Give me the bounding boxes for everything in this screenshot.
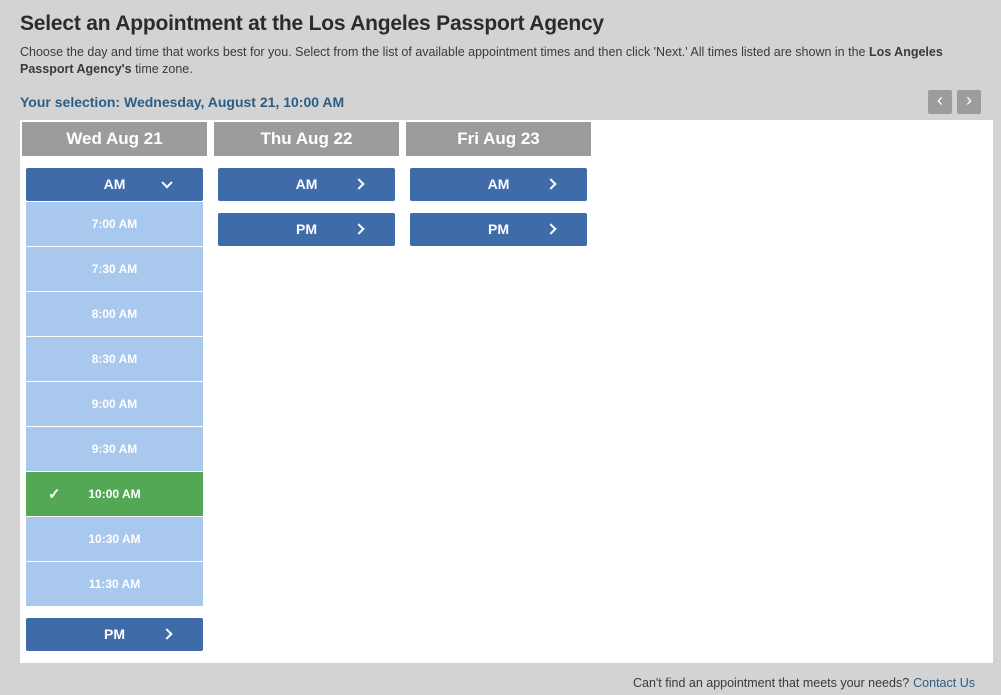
calendar-columns: Wed Aug 21 AM 7:00 AM 7:30 AM 8:00 AM 8:30 AM…	[22, 121, 993, 651]
day-header: Thu Aug 22	[214, 121, 399, 156]
check-icon: ✓	[48, 485, 61, 503]
time-label: 9:00 AM	[91, 396, 138, 411]
selection-row: Your selection: Wednesday, August 21, 10…	[20, 89, 981, 114]
time-label: 11:30 AM	[88, 576, 141, 591]
description-bold: Los Angeles Passport Agency's	[20, 45, 943, 76]
time-slot[interactable]: ✓ 10:00 AM	[26, 471, 203, 516]
pm-label: PM	[104, 626, 125, 643]
chevron-right-icon	[545, 223, 557, 235]
chevron-right-icon	[353, 223, 365, 235]
page-description: Choose the day and time that works best …	[20, 44, 978, 78]
time-slot[interactable]: 9:30 AM	[26, 426, 203, 471]
am-toggle-button[interactable]: AM	[218, 167, 395, 201]
calendar-panel: Wed Aug 21 AM 7:00 AM 7:30 AM 8:00 AM 8:30 AM…	[20, 119, 993, 663]
time-label: 10:00 AM	[88, 486, 141, 501]
description-text-2: time zone.	[131, 61, 193, 76]
day-header: Wed Aug 21	[22, 121, 207, 156]
pm-toggle-button[interactable]: PM	[26, 617, 203, 651]
time-slot-list: 7:00 AM 7:30 AM 8:00 AM 8:30 AM 9:00 AM 9:30 …	[26, 201, 203, 606]
pm-toggle-button[interactable]: PM	[410, 212, 587, 246]
time-label: 8:30 AM	[91, 351, 138, 366]
pm-toggle-button[interactable]: PM	[218, 212, 395, 246]
day-column: Wed Aug 21 AM 7:00 AM 7:30 AM 8:00 AM 8:30 AM…	[22, 121, 207, 651]
time-label: 10:30 AM	[88, 531, 141, 546]
selection-value: Wednesday, August 21, 10:00 AM	[123, 93, 345, 110]
page-header: Select an Appointment at the Los Angeles…	[0, 0, 1001, 114]
am-label: AM	[103, 176, 126, 193]
week-navigation: ‹ ›	[928, 89, 981, 114]
chevron-right-icon	[161, 628, 173, 640]
day-column: Thu Aug 22 AM PM	[214, 121, 399, 651]
previous-days-button[interactable]: ‹	[928, 89, 952, 114]
time-slot[interactable]: 10:30 AM	[26, 516, 203, 561]
chevron-left-icon: ‹	[937, 89, 943, 110]
am-toggle-button[interactable]: AM	[410, 167, 587, 201]
pm-label: PM	[296, 221, 317, 238]
chevron-right-icon	[353, 178, 365, 190]
footer-text: Can't find an appointment that meets you…	[632, 675, 910, 690]
chevron-right-icon	[545, 178, 557, 190]
am-label: AM	[487, 176, 510, 193]
time-label: 9:30 AM	[91, 441, 138, 456]
description-text-1: Choose the day and time that works best …	[20, 45, 869, 59]
chevron-down-icon	[161, 177, 173, 189]
selection-label: Your selection:	[20, 93, 121, 110]
pm-label: PM	[488, 221, 509, 238]
time-slot[interactable]: 7:00 AM	[26, 201, 203, 246]
contact-us-link[interactable]: Contact Us	[913, 675, 975, 690]
time-slot[interactable]: 9:00 AM	[26, 381, 203, 426]
time-slot[interactable]: 8:30 AM	[26, 336, 203, 381]
time-label: 7:00 AM	[91, 216, 138, 231]
page-title: Select an Appointment at the Los Angeles…	[20, 12, 604, 35]
selection-summary: Your selection: Wednesday, August 21, 10…	[20, 94, 344, 110]
am-toggle-button[interactable]: AM	[26, 167, 203, 201]
am-label: AM	[295, 176, 318, 193]
day-header: Fri Aug 23	[406, 121, 591, 156]
time-label: 8:00 AM	[91, 306, 138, 321]
next-days-button[interactable]: ›	[957, 89, 981, 114]
time-slot[interactable]: 11:30 AM	[26, 561, 203, 606]
chevron-right-icon: ›	[966, 89, 972, 110]
time-slot[interactable]: 8:00 AM	[26, 291, 203, 336]
time-slot[interactable]: 7:30 AM	[26, 246, 203, 291]
footer: Can't find an appointment that meets you…	[0, 676, 1001, 690]
day-column: Fri Aug 23 AM PM	[406, 121, 591, 651]
time-label: 7:30 AM	[91, 261, 138, 276]
